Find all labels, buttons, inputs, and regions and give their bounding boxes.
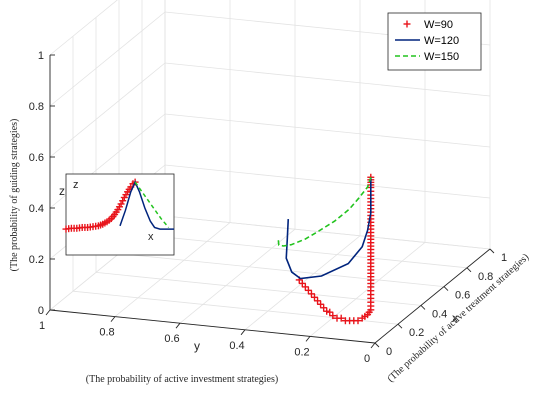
x-tick-label: 1 <box>501 252 507 264</box>
z-tick-label: 0.6 <box>29 152 44 164</box>
y-tick-label: 0.4 <box>229 340 244 352</box>
x-tick-mark <box>466 267 472 273</box>
z-tick-label: 0 <box>38 305 44 317</box>
plus-marker <box>341 317 349 325</box>
x-tick-mark <box>397 323 403 329</box>
inset-panel: z x <box>62 173 175 256</box>
gridline <box>164 62 491 97</box>
gridline <box>164 164 491 199</box>
plus-marker <box>301 283 309 291</box>
x-axis-description: (The probability of active treatment str… <box>385 252 531 385</box>
y-tick-mark <box>45 309 51 316</box>
inset-series-line <box>119 180 174 230</box>
gridline <box>49 11 166 107</box>
plus-marker <box>326 308 334 316</box>
y-tick-label: 0.6 <box>164 333 179 345</box>
plus-marker <box>117 200 125 208</box>
gridline <box>49 62 166 158</box>
series-layer <box>277 173 375 325</box>
plus-marker <box>358 314 366 322</box>
legend-entry: W=90 <box>403 19 453 31</box>
plus-marker <box>314 297 322 305</box>
inset-series-layer <box>62 178 174 233</box>
legend-entry: W=150 <box>395 51 459 63</box>
x-tick-label: 0.4 <box>432 308 447 320</box>
x-tick-mark <box>374 342 380 348</box>
x-tick-mark <box>420 305 426 310</box>
series-line <box>285 177 372 280</box>
plus-marker <box>323 307 331 315</box>
plus-marker <box>304 286 312 294</box>
x-axis-name: x <box>452 311 458 325</box>
gridline <box>49 0 118 56</box>
y-tick-mark <box>175 322 181 329</box>
x-tick-label: 0.2 <box>409 327 424 339</box>
x-tick-label: 0 <box>386 346 392 358</box>
y-tick-mark <box>110 316 116 322</box>
legend-label: W=90 <box>424 19 453 31</box>
y-axis-description: (The probability of active investment st… <box>86 374 278 385</box>
gridline <box>164 215 491 250</box>
y-axis-name: y <box>194 339 200 353</box>
gridline <box>118 253 445 287</box>
legend-box <box>387 12 482 71</box>
y-tick-mark <box>370 342 376 349</box>
x-tick-label: 0.6 <box>455 290 470 302</box>
z-tick-label: 0.8 <box>29 101 44 113</box>
x-axis-line <box>374 248 491 344</box>
gridline <box>114 222 231 317</box>
y-tick-label: 1 <box>39 320 45 332</box>
z-tick-label: 1 <box>38 50 44 62</box>
x-tick-mark <box>489 248 495 254</box>
plus-marker <box>403 20 411 28</box>
plus-marker <box>320 304 328 312</box>
y-tick-mark <box>240 329 246 336</box>
inset-z-label: z <box>73 179 79 191</box>
gridline <box>141 234 468 269</box>
tick-labels: 0 0 0 0.2 0.2 0.2 0.4 0.4 0.4 0.6 0.6 0.6 0.8 0.8 0.8 1… <box>29 50 507 365</box>
plus-marker <box>307 290 315 298</box>
gridline <box>179 228 296 324</box>
inset-x-label: x <box>148 231 154 243</box>
z-tick-label: 0.4 <box>29 203 44 215</box>
z-tick-label: 0.2 <box>29 254 44 266</box>
y-tick-mark <box>305 336 311 342</box>
plus-marker <box>311 293 318 301</box>
plus-marker <box>298 279 306 287</box>
axis-box <box>45 54 495 349</box>
z-axis-name: z <box>59 184 65 198</box>
x-tick-mark <box>443 286 449 291</box>
gridline <box>309 242 426 337</box>
inset-series-line <box>134 181 170 228</box>
z-axis-description: (The probability of guiding strategies) <box>9 119 20 272</box>
gridline <box>164 113 491 148</box>
y-axis-line <box>49 309 376 344</box>
legend-label: W=150 <box>424 51 459 63</box>
legend-label: W=120 <box>424 35 459 47</box>
legend-entry: W=120 <box>395 35 459 47</box>
gridline <box>95 272 422 306</box>
y-tick-label: 0 <box>364 353 370 365</box>
y-tick-label: 0.2 <box>294 346 309 358</box>
plus-marker <box>333 314 341 322</box>
legend-items: W=90 W=120 W=150 <box>395 19 459 63</box>
series-line <box>277 177 372 247</box>
plus-marker <box>317 300 325 308</box>
x-tick-label: 0.8 <box>478 271 493 283</box>
plus-marker <box>119 197 127 205</box>
inset-frame <box>65 173 175 256</box>
y-tick-label: 0.8 <box>99 327 114 339</box>
plus-marker <box>329 312 337 320</box>
legend: W=90 W=120 W=150 <box>387 12 482 71</box>
